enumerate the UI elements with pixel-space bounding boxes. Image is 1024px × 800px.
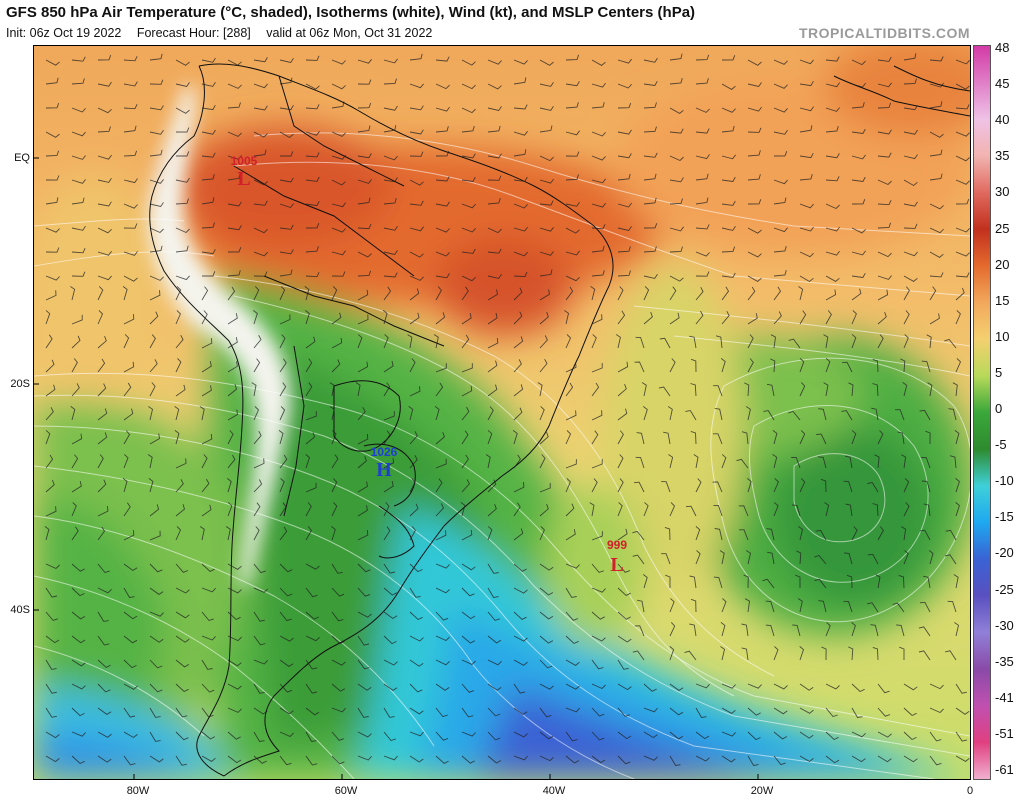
pressure-center-low-1005: 1005 L bbox=[231, 154, 258, 190]
lon-label-80w: 80W bbox=[126, 785, 150, 797]
colorbar-label: 10 bbox=[995, 328, 1010, 344]
lat-label-20s: 20S bbox=[10, 378, 30, 390]
lat-label-eq: EQ bbox=[14, 152, 30, 164]
colorbar-label: 5 bbox=[995, 364, 1003, 380]
page-title: GFS 850 hPa Air Temperature (°C, shaded)… bbox=[6, 4, 696, 21]
colorbar-label: -41 bbox=[995, 689, 1014, 705]
pressure-value-999: 999 bbox=[607, 538, 627, 552]
coastlines bbox=[149, 63, 970, 777]
colorbar-label: -10 bbox=[995, 473, 1014, 489]
colorbar-label: -15 bbox=[995, 509, 1014, 525]
temperature-colorbar bbox=[973, 45, 991, 780]
init-time: Init: 06z Oct 19 2022 bbox=[6, 26, 122, 40]
lon-label-60w: 60W bbox=[334, 785, 358, 797]
high-symbol: H bbox=[376, 459, 392, 481]
colorbar-label: -35 bbox=[995, 653, 1014, 669]
valid-time: valid at 06z Mon, Oct 31 2022 bbox=[266, 26, 433, 40]
andes-terrain-mask bbox=[148, 86, 291, 586]
colorbar-label: -5 bbox=[995, 437, 1007, 453]
colorbar-label: 45 bbox=[995, 76, 1010, 92]
colorbar-label: -61 bbox=[995, 762, 1014, 777]
pressure-center-low-999: 999 L bbox=[607, 538, 627, 576]
lat-label-40s: 40S bbox=[10, 604, 30, 616]
pressure-center-high-1026: 1026 H bbox=[371, 445, 398, 481]
low-symbol: L bbox=[237, 168, 250, 190]
lon-label-20w: 20W bbox=[750, 785, 774, 797]
wind-barbs bbox=[44, 53, 970, 766]
temperature-map-canvas: 1005 L 1026 H 999 L bbox=[34, 46, 970, 779]
forecast-hour: Forecast Hour: [288] bbox=[136, 26, 251, 40]
pressure-value-1026: 1026 bbox=[371, 445, 398, 459]
colorbar-label: 15 bbox=[995, 292, 1010, 308]
lon-label-0: 0 bbox=[966, 785, 974, 797]
colorbar-label: 48 bbox=[995, 40, 1010, 55]
axis-ticks bbox=[34, 157, 759, 779]
temperature-map: 1005 L 1026 H 999 L bbox=[33, 45, 971, 780]
colorbar-label: 0 bbox=[995, 401, 1003, 416]
site-credit: TROPICALTIDBITS.COM bbox=[798, 25, 970, 41]
low-symbol: L bbox=[610, 554, 623, 576]
colorbar-label: -25 bbox=[995, 581, 1014, 597]
colorbar-label: -30 bbox=[995, 617, 1014, 633]
colorbar-label: -51 bbox=[995, 725, 1014, 741]
lon-label-40w: 40W bbox=[542, 785, 566, 797]
colorbar-label: 35 bbox=[995, 148, 1010, 164]
colorbar-label: 30 bbox=[995, 184, 1010, 200]
colorbar-label: -20 bbox=[995, 545, 1014, 561]
isotherm-lines bbox=[34, 132, 970, 779]
colorbar-label: 25 bbox=[995, 220, 1010, 236]
colorbar-label: 20 bbox=[995, 256, 1010, 272]
colorbar-label: 40 bbox=[995, 112, 1010, 128]
pressure-value-1005: 1005 bbox=[231, 154, 258, 168]
run-info: Init: 06z Oct 19 2022 Forecast Hour: [28… bbox=[6, 26, 444, 40]
